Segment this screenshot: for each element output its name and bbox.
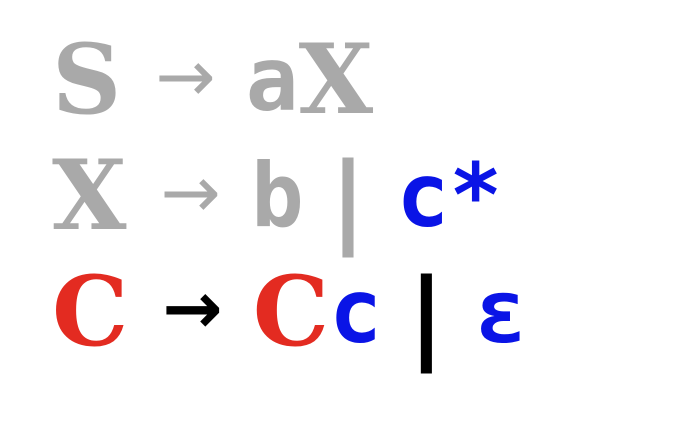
rule-s-rhs-terminal: a <box>245 28 299 131</box>
rule-x-separator: | <box>329 141 367 258</box>
rule-x: X → b | c* <box>52 138 528 254</box>
rule-s-rhs-nonterminal: X <box>298 23 374 136</box>
rule-x-arrow: → <box>160 150 221 234</box>
rule-x-alt1: b <box>250 144 304 247</box>
rule-c: C → C c | ε <box>52 254 528 370</box>
rule-s-lhs: S <box>52 23 122 136</box>
rule-s-arrow: → <box>155 34 216 118</box>
rule-c-separator: | <box>408 257 445 374</box>
rule-c-alt2-epsilon: ε <box>474 260 528 363</box>
rule-x-lhs: X <box>52 139 127 252</box>
rule-c-alt1-nonterminal: C <box>252 255 330 368</box>
rule-c-arrow: → <box>162 266 223 350</box>
grammar-rules: S → a X X → b | c* C → C c | ε <box>52 22 528 370</box>
rule-x-alt2: c* <box>396 144 503 247</box>
rule-c-alt1-terminal: c <box>329 260 383 363</box>
rule-s: S → a X <box>52 22 528 138</box>
rule-c-lhs: C <box>52 255 129 368</box>
